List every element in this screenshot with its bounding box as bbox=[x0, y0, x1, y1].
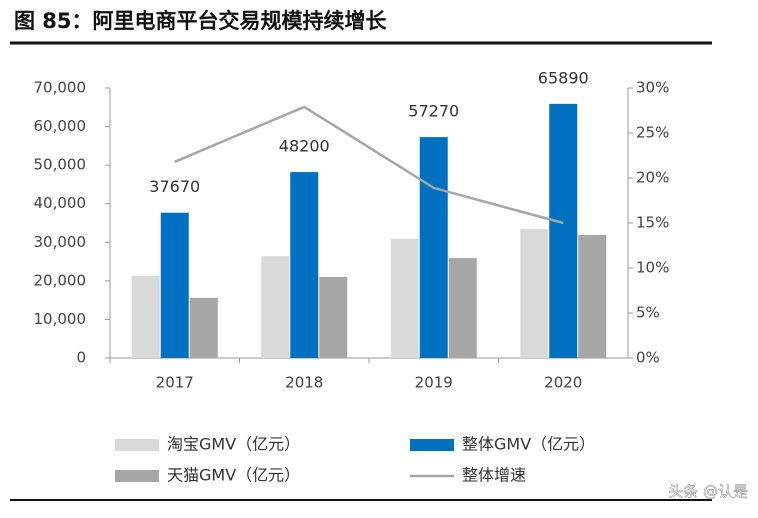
bar bbox=[290, 172, 319, 358]
y2-tick-label: 10% bbox=[636, 259, 669, 277]
bar bbox=[578, 234, 607, 358]
bar bbox=[390, 238, 419, 358]
bar bbox=[261, 256, 290, 358]
data-label: 37670 bbox=[149, 177, 200, 196]
bar bbox=[131, 275, 160, 358]
legend-swatch bbox=[410, 439, 454, 451]
watermark: 头条 @认是 bbox=[668, 483, 748, 501]
legend-label: 天猫GMV（亿元） bbox=[167, 466, 300, 485]
data-label: 57270 bbox=[408, 102, 459, 121]
legend-label: 淘宝GMV（亿元） bbox=[167, 435, 300, 454]
bar bbox=[520, 229, 549, 358]
legend-swatch bbox=[115, 439, 159, 451]
bar bbox=[189, 297, 218, 358]
y-tick-label: 10,000 bbox=[34, 310, 87, 328]
y-tick-label: 50,000 bbox=[34, 156, 87, 174]
data-label: 65890 bbox=[538, 68, 589, 87]
legend-swatch bbox=[115, 470, 159, 482]
data-label: 48200 bbox=[279, 137, 330, 156]
y2-tick-label: 5% bbox=[636, 304, 660, 322]
y-tick-label: 0 bbox=[76, 349, 86, 367]
bar bbox=[319, 277, 348, 358]
y2-tick-label: 25% bbox=[636, 124, 669, 142]
x-tick-label: 2018 bbox=[285, 374, 323, 392]
y2-tick-label: 0% bbox=[636, 349, 660, 367]
y2-tick-label: 20% bbox=[636, 169, 669, 187]
y-tick-label: 40,000 bbox=[34, 194, 87, 212]
bar bbox=[549, 103, 578, 358]
y-tick-label: 70,000 bbox=[34, 79, 87, 97]
legend-label: 整体GMV（亿元） bbox=[462, 435, 595, 454]
y-tick-label: 30,000 bbox=[34, 233, 87, 251]
x-tick-label: 2019 bbox=[415, 374, 453, 392]
y2-tick-label: 15% bbox=[636, 214, 669, 232]
legend-label: 整体增速 bbox=[462, 466, 526, 485]
y-tick-label: 60,000 bbox=[34, 117, 87, 135]
growth-line bbox=[174, 105, 564, 225]
bar bbox=[419, 137, 448, 358]
bar bbox=[448, 258, 477, 358]
x-tick-label: 2017 bbox=[156, 374, 194, 392]
y-tick-label: 20,000 bbox=[34, 271, 87, 289]
chart-title: 图 85：阿里电商平台交易规模持续增长 bbox=[14, 9, 388, 33]
x-tick-label: 2020 bbox=[544, 374, 582, 392]
y2-tick-label: 30% bbox=[636, 79, 669, 97]
bar bbox=[160, 212, 189, 358]
